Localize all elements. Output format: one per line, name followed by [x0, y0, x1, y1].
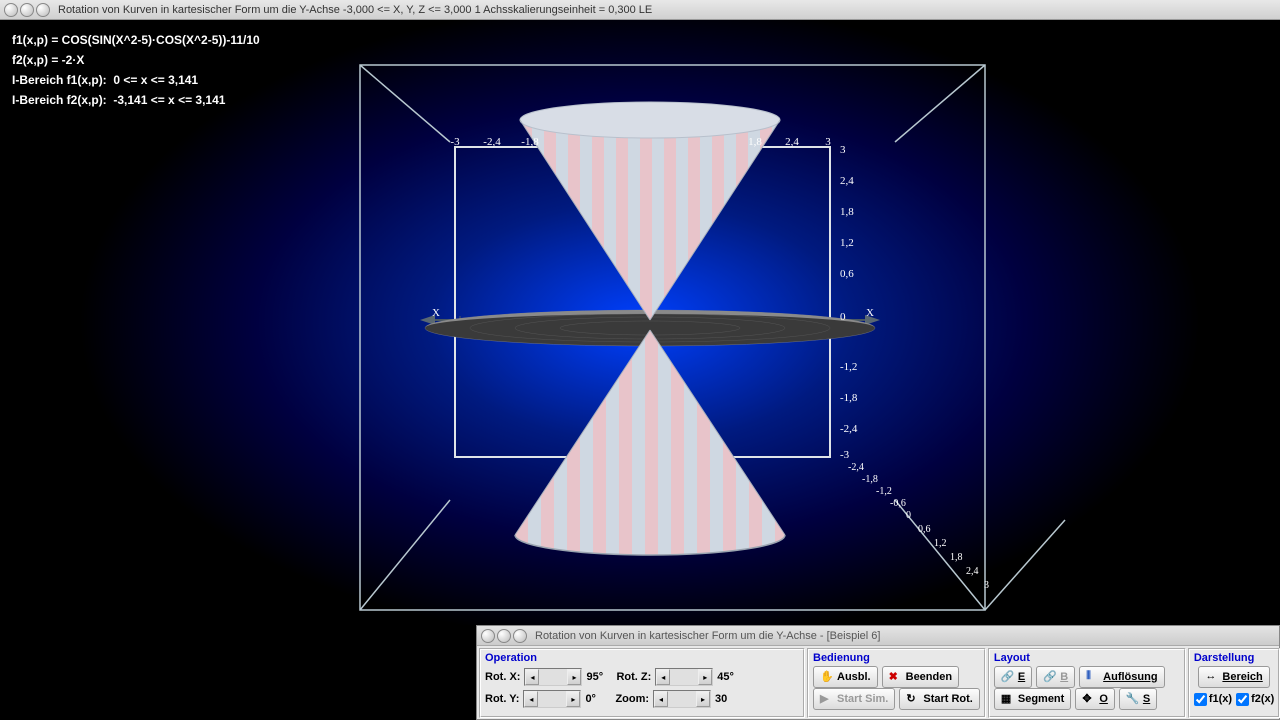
- chain-icon: 🔗: [1001, 670, 1015, 684]
- grid-icon: ▦: [1001, 692, 1015, 706]
- roty-inc-icon[interactable]: ▸: [566, 691, 580, 707]
- svg-text:1,8: 1,8: [840, 206, 854, 218]
- f2-checkbox-input[interactable]: [1236, 693, 1249, 706]
- f2-checkbox[interactable]: f2(x): [1236, 693, 1274, 706]
- svg-text:1,8: 1,8: [950, 552, 963, 563]
- move-icon: ✥: [1082, 692, 1096, 706]
- svg-text:2,4: 2,4: [840, 175, 854, 187]
- o-button[interactable]: ✥ O: [1075, 688, 1115, 710]
- svg-text:-1,2: -1,2: [840, 361, 857, 373]
- svg-text:X: X: [866, 307, 874, 319]
- e-button[interactable]: 🔗 E: [994, 666, 1032, 688]
- start-rot-button[interactable]: ↻ Start Rot.: [899, 688, 980, 710]
- plot-canvas[interactable]: f1(x,p) = COS(SIN(X^2-5)·COS(X^2-5))-11/…: [0, 20, 1280, 625]
- beenden-button[interactable]: ✖ Beenden: [882, 666, 959, 688]
- control-titlebar: Rotation von Kurven in kartesischer Form…: [477, 626, 1279, 646]
- start-sim-button[interactable]: ▶ Start Sim.: [813, 688, 895, 710]
- panel-bedienung: Bedienung ✋ Ausbl. ✖ Beenden ▶ Start Sim…: [807, 648, 986, 718]
- panel-operation-title: Operation: [485, 652, 799, 664]
- svg-text:1,2: 1,2: [840, 237, 854, 249]
- zoom-dec-icon[interactable]: ◂: [654, 691, 668, 707]
- close-icon: ✖: [889, 670, 903, 684]
- svg-text:0,6: 0,6: [918, 524, 931, 535]
- rotx-spinner[interactable]: ◂ ▸: [524, 668, 582, 686]
- roty-dec-icon[interactable]: ◂: [524, 691, 538, 707]
- upper-cone: [520, 100, 780, 320]
- b-button[interactable]: 🔗 B: [1036, 666, 1075, 688]
- f1-checkbox[interactable]: f1(x): [1194, 693, 1232, 706]
- panel-layout: Layout 🔗 E 🔗 B ⦀ Auflösung ▦ Segme: [988, 648, 1186, 718]
- roty-label: Rot. Y:: [485, 693, 519, 705]
- zoom-label: Zoom:: [615, 693, 649, 705]
- panel-darstellung-title: Darstellung: [1194, 652, 1274, 664]
- segment-button[interactable]: ▦ Segment: [994, 688, 1071, 710]
- ctrl-max-icon[interactable]: [513, 629, 527, 643]
- rotz-inc-icon[interactable]: ▸: [698, 669, 712, 685]
- svg-text:-2,4: -2,4: [848, 462, 864, 473]
- svg-text:-1,8: -1,8: [862, 474, 878, 485]
- s-button[interactable]: 🔧 S: [1119, 688, 1157, 710]
- rotz-label: Rot. Z:: [616, 671, 651, 683]
- control-window: Rotation von Kurven in kartesischer Form…: [476, 625, 1280, 720]
- roty-spinner[interactable]: ◂ ▸: [523, 690, 581, 708]
- window-title: Rotation von Kurven in kartesischer Form…: [58, 4, 652, 16]
- aufloesung-button[interactable]: ⦀ Auflösung: [1079, 666, 1164, 688]
- svg-text:-3: -3: [450, 136, 460, 148]
- svg-text:-3: -3: [840, 449, 850, 461]
- ctrl-close-icon[interactable]: [481, 629, 495, 643]
- svg-text:3: 3: [984, 580, 989, 591]
- rotz-value: 45°: [717, 671, 743, 683]
- svg-text:-2,4: -2,4: [840, 423, 858, 435]
- rotx-value: 95°: [586, 671, 612, 683]
- wrench-icon: 🔧: [1126, 692, 1140, 706]
- svg-text:3: 3: [840, 144, 846, 156]
- panel-darstellung: Darstellung ↔ Bereich f1(x) f2(x): [1188, 648, 1280, 718]
- svg-text:-1,8: -1,8: [521, 136, 539, 148]
- svg-text:3: 3: [825, 136, 831, 148]
- window-min-icon[interactable]: [20, 3, 34, 17]
- hand-icon: ✋: [820, 670, 834, 684]
- svg-text:1,2: 1,2: [934, 538, 947, 549]
- rotx-label: Rot. X:: [485, 671, 520, 683]
- panel-operation: Operation Rot. X: ◂ ▸ 95° Rot. Z: ◂ ▸ 45…: [479, 648, 805, 718]
- zoom-spinner[interactable]: ◂ ▸: [653, 690, 711, 708]
- main-titlebar: Rotation von Kurven in kartesischer Form…: [0, 0, 1280, 20]
- plot-svg: X X -3 -2,4 -1,8 1,8 2,4 3 3 2,4 1,8 1,2…: [0, 20, 1280, 625]
- rotz-spinner[interactable]: ◂ ▸: [655, 668, 713, 686]
- bars-icon: ⦀: [1086, 670, 1100, 684]
- zoom-inc-icon[interactable]: ▸: [696, 691, 710, 707]
- svg-text:-2,4: -2,4: [483, 136, 501, 148]
- bereich-button[interactable]: ↔ Bereich: [1198, 666, 1269, 688]
- control-title: Rotation von Kurven in kartesischer Form…: [535, 630, 880, 642]
- svg-text:2,4: 2,4: [966, 566, 979, 577]
- rotate-icon: ↻: [906, 692, 920, 706]
- ctrl-min-icon[interactable]: [497, 629, 511, 643]
- panel-layout-title: Layout: [994, 652, 1180, 664]
- svg-text:1,8: 1,8: [748, 136, 762, 148]
- window-max-icon[interactable]: [36, 3, 50, 17]
- svg-text:X: X: [432, 307, 440, 319]
- panel-bedienung-title: Bedienung: [813, 652, 980, 664]
- zoom-value: 30: [715, 693, 741, 705]
- ausblenden-button[interactable]: ✋ Ausbl.: [813, 666, 878, 688]
- lower-cone: [515, 330, 788, 555]
- svg-text:0: 0: [840, 311, 846, 323]
- svg-text:-1,2: -1,2: [876, 486, 892, 497]
- window-close-icon[interactable]: [4, 3, 18, 17]
- rotx-dec-icon[interactable]: ◂: [525, 669, 539, 685]
- roty-value: 0°: [585, 693, 611, 705]
- chain-icon-2: 🔗: [1043, 670, 1057, 684]
- svg-text:0,6: 0,6: [840, 268, 854, 280]
- play-icon: ▶: [820, 692, 834, 706]
- svg-text:2,4: 2,4: [785, 136, 799, 148]
- svg-text:-1,8: -1,8: [840, 392, 858, 404]
- f1-checkbox-input[interactable]: [1194, 693, 1207, 706]
- rotx-inc-icon[interactable]: ▸: [567, 669, 581, 685]
- svg-text:0: 0: [906, 510, 911, 521]
- range-icon: ↔: [1205, 670, 1219, 684]
- svg-text:-0,6: -0,6: [890, 498, 906, 509]
- rotz-dec-icon[interactable]: ◂: [656, 669, 670, 685]
